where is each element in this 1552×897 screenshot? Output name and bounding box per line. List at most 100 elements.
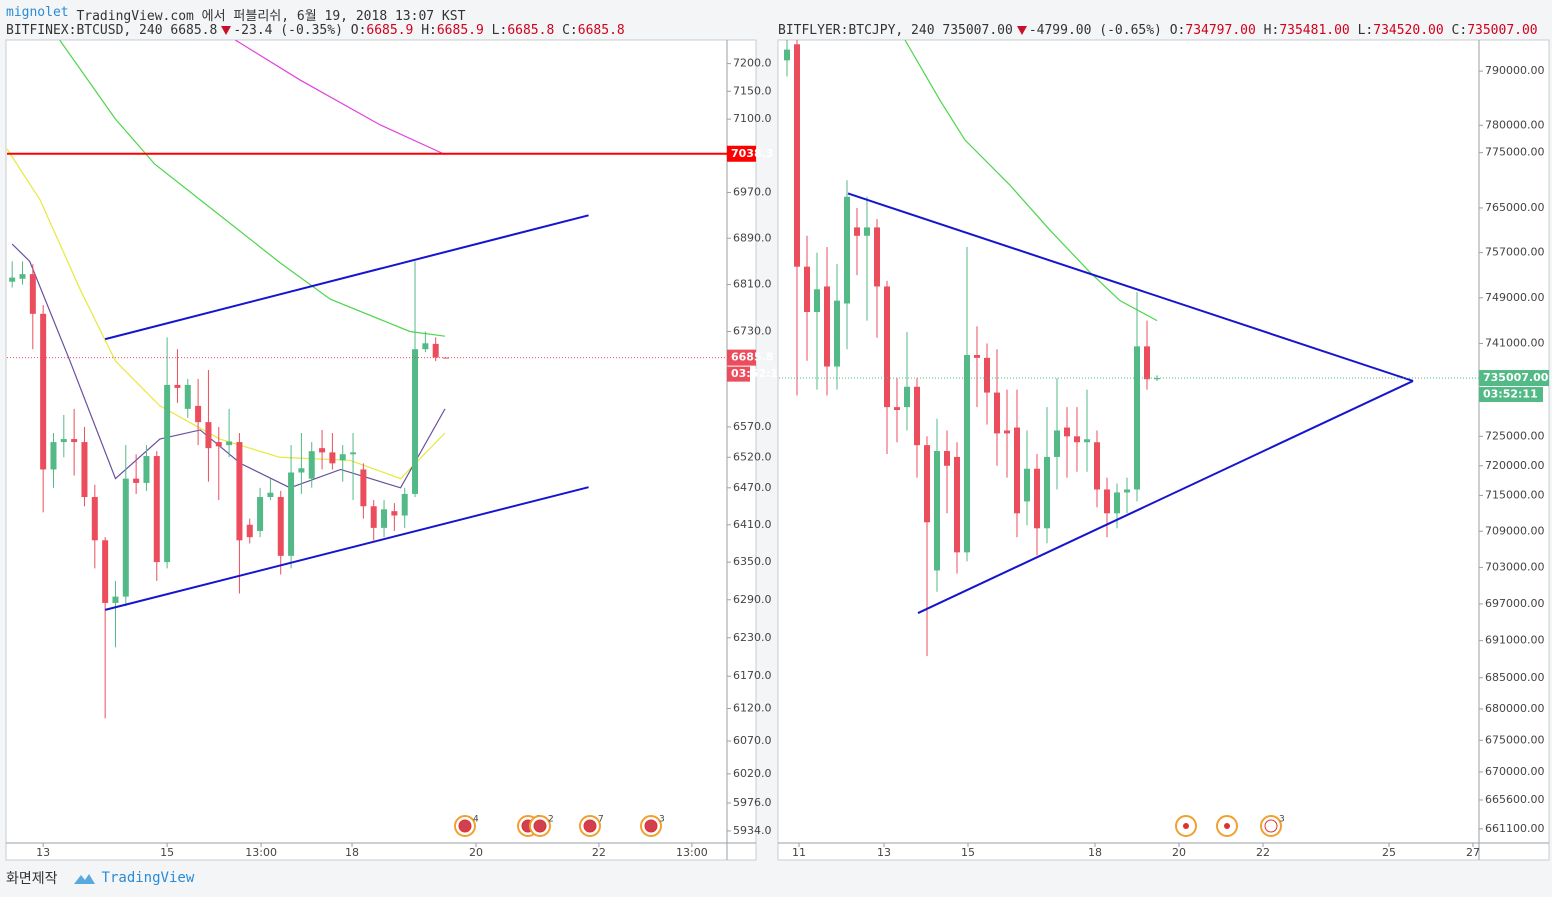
candle-body <box>184 384 191 409</box>
y-tick-label: 685000.00 <box>1485 671 1545 684</box>
x-tick-label: 18 <box>1088 846 1102 859</box>
y-tick-label: 6570.0 <box>733 420 772 433</box>
event-count: 2 <box>548 815 554 825</box>
x-tick-label: 13:00 <box>245 846 277 859</box>
footer: 화면제작 TradingView <box>6 868 194 888</box>
event-flag <box>533 819 547 833</box>
candle-body <box>29 274 36 314</box>
candle-body <box>1044 456 1050 529</box>
ohlc-key: O: <box>350 23 367 38</box>
candle-body <box>934 451 940 571</box>
candle-body <box>954 456 960 553</box>
y-tick-label: 6730.0 <box>733 324 772 337</box>
candle-body <box>40 313 47 470</box>
y-tick-label: 6170.0 <box>733 669 772 682</box>
candle-body <box>1094 442 1100 490</box>
y-tick-label: 6230.0 <box>733 631 772 644</box>
y-tick-label: 675000.00 <box>1485 733 1545 746</box>
ohlc-key: C: <box>562 23 578 38</box>
ohlc-key: L: <box>491 23 508 38</box>
event-flag <box>458 819 472 833</box>
y-tick-label: 6020.0 <box>733 767 772 780</box>
change: -4799.00 (-0.65%) <box>1028 23 1162 38</box>
candle-body <box>1004 430 1010 434</box>
candle-body <box>50 442 57 470</box>
y-tick-label: 709000.00 <box>1485 524 1545 537</box>
ohlc-value: 6685.8 <box>507 23 555 38</box>
y-tick-label: 790000.00 <box>1485 64 1545 77</box>
candle-body <box>1114 492 1120 514</box>
x-tick-label: 25 <box>1382 846 1396 859</box>
x-tick-label: 20 <box>1172 846 1186 859</box>
candle-body <box>1074 436 1080 443</box>
ohlc-value: 735481.00 <box>1279 23 1350 38</box>
y-tick-label: 665600.00 <box>1485 793 1545 806</box>
panel <box>5 39 757 861</box>
candle-body <box>994 392 1000 434</box>
x-tick-label: 18 <box>345 846 359 859</box>
trendline <box>917 380 1414 614</box>
candle-body <box>834 300 840 367</box>
y-tick-label: 6410.0 <box>733 518 772 531</box>
candle-body <box>195 405 202 423</box>
countdown-box <box>727 366 750 382</box>
candle-body <box>257 497 264 531</box>
ohlc-value: 6685.9 <box>366 23 414 38</box>
brand-logo <box>73 874 95 884</box>
candle-body <box>924 445 930 523</box>
x-tick-label: 27 <box>1466 846 1480 859</box>
candle-body <box>974 354 980 358</box>
candle-body <box>784 49 790 61</box>
change: -23.4 (-0.35%) <box>233 23 343 38</box>
y-tick-label: 780000.00 <box>1485 118 1545 131</box>
candle-body <box>71 439 78 443</box>
candle-body <box>432 343 439 358</box>
event-flag <box>1264 819 1278 833</box>
candle-body <box>329 452 336 464</box>
candle-body <box>824 286 830 367</box>
last-price: 735007.00 <box>942 23 1013 38</box>
y-tick-label: 703000.00 <box>1485 560 1545 573</box>
y-tick-label: 725000.00 <box>1485 429 1545 442</box>
candle-body <box>350 452 357 455</box>
plot <box>7 40 589 719</box>
event-dot <box>1224 823 1230 829</box>
y-tick-label: 7150.0 <box>733 84 772 97</box>
moving-average <box>234 40 446 156</box>
candle-body <box>894 407 900 411</box>
spacer <box>1256 23 1264 38</box>
trendline <box>847 192 1414 382</box>
candle-body <box>226 441 233 446</box>
candle-body <box>804 266 810 313</box>
brand-name[interactable]: TradingView <box>101 870 195 886</box>
event-count: 7 <box>598 815 604 825</box>
event-flag <box>583 819 597 833</box>
ohlc-key: C: <box>1451 23 1468 38</box>
footer-text: 화면제작 <box>6 871 58 887</box>
x-tick-label: 15 <box>160 846 174 859</box>
candle-body <box>174 384 181 388</box>
author[interactable]: mignolet <box>6 5 69 20</box>
ohlc-value: 735007.00 <box>1467 23 1538 38</box>
y-tick-label: 720000.00 <box>1485 459 1545 472</box>
ohlc-key: H: <box>1263 23 1280 38</box>
spacer <box>163 23 171 38</box>
last-price: 6685.8 <box>170 23 218 38</box>
y-tick-label: 749000.00 <box>1485 291 1545 304</box>
brand[interactable]: TradingView <box>72 870 195 886</box>
candle-body <box>1024 468 1030 502</box>
hline-label: 7038.3 <box>731 147 773 160</box>
spacer <box>1350 23 1358 38</box>
candle-body <box>1154 378 1160 380</box>
spacer <box>343 23 351 38</box>
y-tick-label: 6070.0 <box>733 734 772 747</box>
candle-body <box>814 289 820 313</box>
spacer <box>1444 23 1452 38</box>
candle-body <box>370 506 377 528</box>
candle-body <box>9 277 16 282</box>
candle-body <box>1144 346 1150 380</box>
candle-body <box>884 286 890 408</box>
event-dot <box>1183 823 1189 829</box>
moving-average <box>59 40 446 337</box>
